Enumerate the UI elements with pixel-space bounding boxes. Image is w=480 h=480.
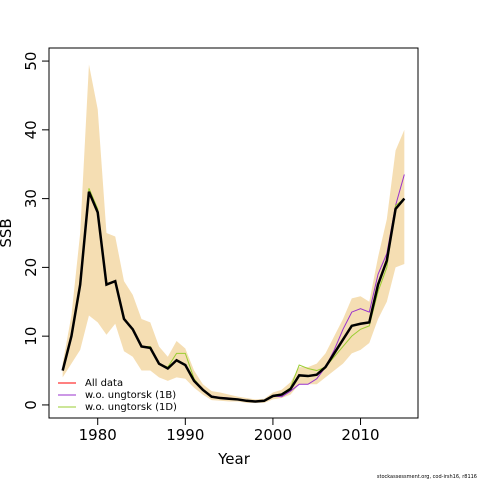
legend-label: w.o. ungtorsk (1B) [85,390,176,401]
confidence-band [62,64,405,403]
x-tick-label: 2010 [341,426,379,444]
y-tick-label: 30 [22,189,40,208]
x-tick-label: 2000 [254,426,292,444]
y-axis-label: SSB [0,218,15,247]
y-tick-label: 20 [22,258,40,277]
legend-label: w.o. ungtorsk (1D) [85,402,177,413]
y-tick-label: 0 [22,400,40,410]
x-tick-label: 1990 [166,426,204,444]
legend-label: All data [85,378,123,389]
series-line [61,191,406,403]
plot-frame [48,47,419,419]
x-axis-label: Year [217,450,251,468]
x-tick-label: 1980 [79,426,117,444]
y-tick-label: 50 [22,52,40,71]
y-tick-label: 40 [22,120,40,139]
footer: stockassessment.org, cod-irsh16, r8116 [377,474,477,480]
y-tick-label: 10 [22,327,40,346]
